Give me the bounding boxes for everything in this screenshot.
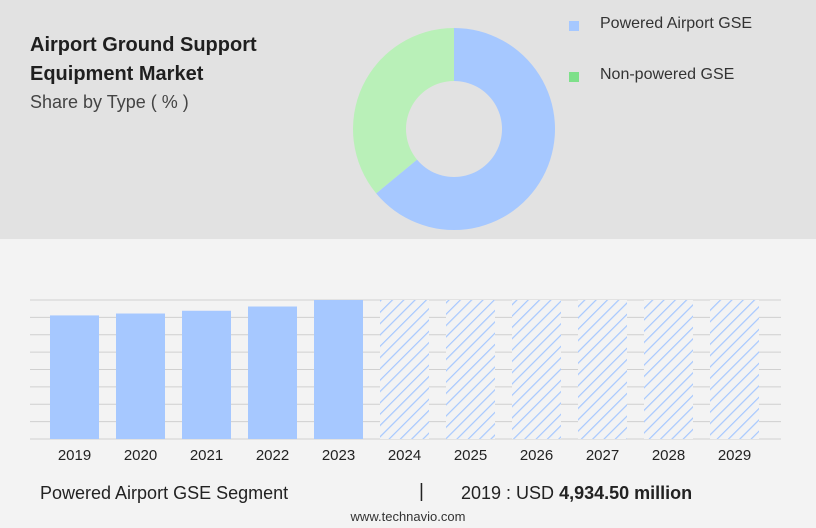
- footer-separator: |: [419, 481, 424, 502]
- market-size-bar-chart: 2019 2020 2021 2022 2023 2024 2025 2026 2027 2028…: [30, 299, 781, 464]
- segment-label: Powered Airport GSE Segment: [40, 483, 289, 503]
- x-tick-label-2029: 2029: [718, 447, 751, 464]
- x-tick-label-2021: 2021: [190, 447, 223, 464]
- x-tick-label-2022: 2022: [256, 447, 289, 464]
- x-tick-label-2019: 2019: [58, 447, 91, 464]
- bar-2020: [116, 313, 165, 439]
- legend-swatch-powered: [569, 21, 579, 31]
- market-size-panel: 2019 2020 2021 2022 2023 2024 2025 2026 2027 2028…: [0, 239, 816, 528]
- forecast-bar-2025: [446, 300, 495, 439]
- chart-title-line-2: Equipment Market: [30, 63, 204, 85]
- forecast-bar-2027: [578, 300, 627, 439]
- x-tick-label-2020: 2020: [124, 447, 157, 464]
- x-tick-label-2027: 2027: [586, 447, 619, 464]
- bar-2021: [182, 310, 231, 439]
- x-tick-label-2026: 2026: [520, 447, 553, 464]
- summary-panel: Airport Ground Support Equipment Market …: [0, 0, 816, 239]
- donut-slice-non-powered: [353, 28, 454, 194]
- segment-value-amount: 4,934.50 million: [559, 483, 693, 503]
- segment-value-year: 2019 : USD: [461, 483, 560, 503]
- forecast-bar-2024: [380, 300, 429, 439]
- bar-chart-x-tick-labels: 2019 2020 2021 2022 2023 2024 2025 2026 2027 2028…: [58, 447, 751, 464]
- x-tick-label-2025: 2025: [454, 447, 487, 464]
- legend-label-non-powered: Non-powered GSE: [600, 66, 735, 83]
- donut-slice-powered: [376, 28, 555, 231]
- legend-swatch-non-powered: [569, 72, 579, 82]
- x-tick-label-2024: 2024: [388, 447, 421, 464]
- segment-value: 2019 : USD 4,934.50 million: [461, 483, 692, 504]
- bar-2019: [50, 315, 99, 439]
- x-tick-label-2023: 2023: [322, 447, 355, 464]
- legend-label-powered: Powered Airport GSE: [600, 15, 753, 32]
- source-link[interactable]: www.technavio.com: [350, 509, 466, 524]
- chart-subtitle: Share by Type ( % ): [30, 92, 189, 112]
- forecast-bar-2028: [644, 300, 693, 439]
- bar-chart-bars: [50, 300, 759, 439]
- share-donut-chart: [353, 28, 555, 231]
- bar-2023: [314, 300, 363, 439]
- bar-2022: [248, 306, 297, 439]
- forecast-bar-2029: [710, 300, 759, 439]
- forecast-bar-2026: [512, 300, 561, 439]
- chart-title: Airport Ground Support Equipment Market: [30, 31, 257, 89]
- x-tick-label-2028: 2028: [652, 447, 685, 464]
- chart-title-line-1: Airport Ground Support: [30, 34, 257, 56]
